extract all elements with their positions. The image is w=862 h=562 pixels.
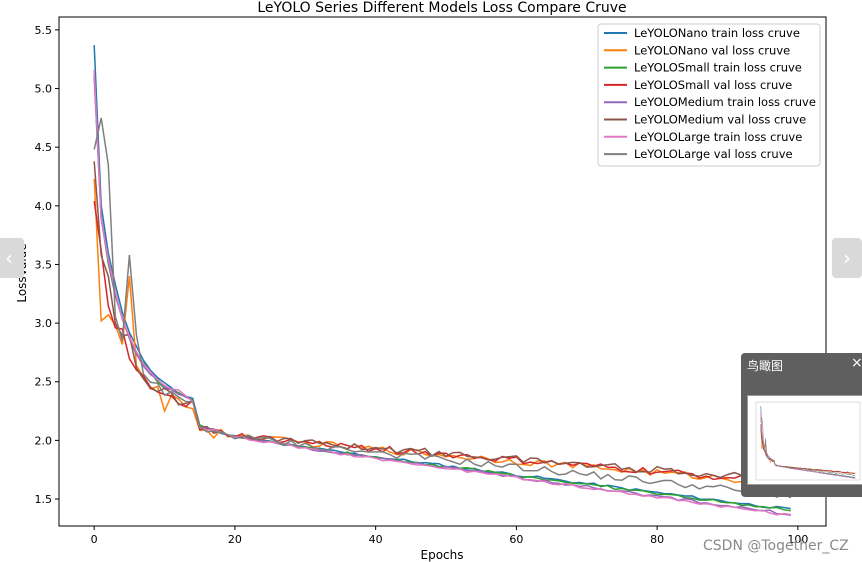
close-icon[interactable]: × [851,355,862,371]
legend-label: LeYOLOSmall val loss cruve [634,78,792,92]
chevron-right-icon: › [843,246,851,270]
y-tick-label: 2.5 [35,376,53,389]
legend-label: LeYOLONano train loss cruve [634,26,800,40]
y-tick-label: 5.0 [35,83,53,96]
x-tick-label: 0 [91,533,98,546]
y-tick-label: 4.5 [35,141,53,154]
series-line-2 [93,178,792,487]
y-tick-label: 5.5 [35,24,53,37]
thumb-series-line [760,417,856,476]
series-line-7 [93,69,791,516]
thumbnail-chart [755,401,861,481]
legend-label: LeYOLONano val loss cruve [634,43,790,57]
legend-box [597,23,821,167]
thumb-series-line [760,424,856,474]
y-axis-ticks: 1.5 2.0 2.5 3.0 3.5 4.0 4.5 5.0 5.5 [35,24,59,506]
legend-label: LeYOLOLarge val loss cruve [634,147,793,161]
y-tick-label: 2.0 [35,434,53,447]
series-line-4 [93,200,792,486]
x-tick-label: 40 [369,533,383,546]
legend-label: LeYOLOSmall train loss cruve [634,61,802,75]
x-tick-label: 20 [228,533,242,546]
plot-frame [58,16,827,527]
next-image-button[interactable]: › [832,238,862,278]
x-tick-label: 80 [650,533,664,546]
y-tick-label: 1.5 [35,493,53,506]
thumb-series-line [760,426,856,475]
x-tick-label: 100 [787,533,808,546]
watermark: CSDN @Together_CZ [703,538,849,554]
thumb-frame [755,401,861,481]
series-lines [93,45,792,516]
series-line-6 [93,161,792,484]
x-axis-ticks: 0 20 40 60 80 100 [91,526,808,546]
birdseye-panel[interactable]: 鸟瞰图 × [741,353,862,497]
legend-label: LeYOLOMedium val loss cruve [634,113,806,127]
thumb-series-line [760,406,856,478]
y-tick-label: 4.0 [35,200,53,213]
x-tick-label: 60 [509,533,523,546]
thumb-series-line [760,411,856,479]
y-tick-label: 3.0 [35,317,53,330]
series-line-8 [93,117,792,499]
thumb-series-line [760,410,856,478]
birdseye-title: 鸟瞰图 [747,359,784,373]
chart-title: LeYOLO Series Different Models Loss Comp… [257,0,626,16]
y-tick-label: 3.5 [35,258,53,271]
legend-label: LeYOLOLarge train loss cruve [634,130,802,144]
thumb-series-line [760,430,856,475]
x-axis-label: Epochs [421,548,464,562]
chevron-left-icon: ‹ [5,246,13,270]
birdseye-thumbnail[interactable] [747,395,862,485]
previous-image-button[interactable]: ‹ [0,238,24,278]
legend-label: LeYOLOMedium train loss cruve [634,95,816,109]
chart-legend: LeYOLONano train loss cruve LeYOLONano va… [597,23,821,167]
thumb-series-line [760,410,856,479]
